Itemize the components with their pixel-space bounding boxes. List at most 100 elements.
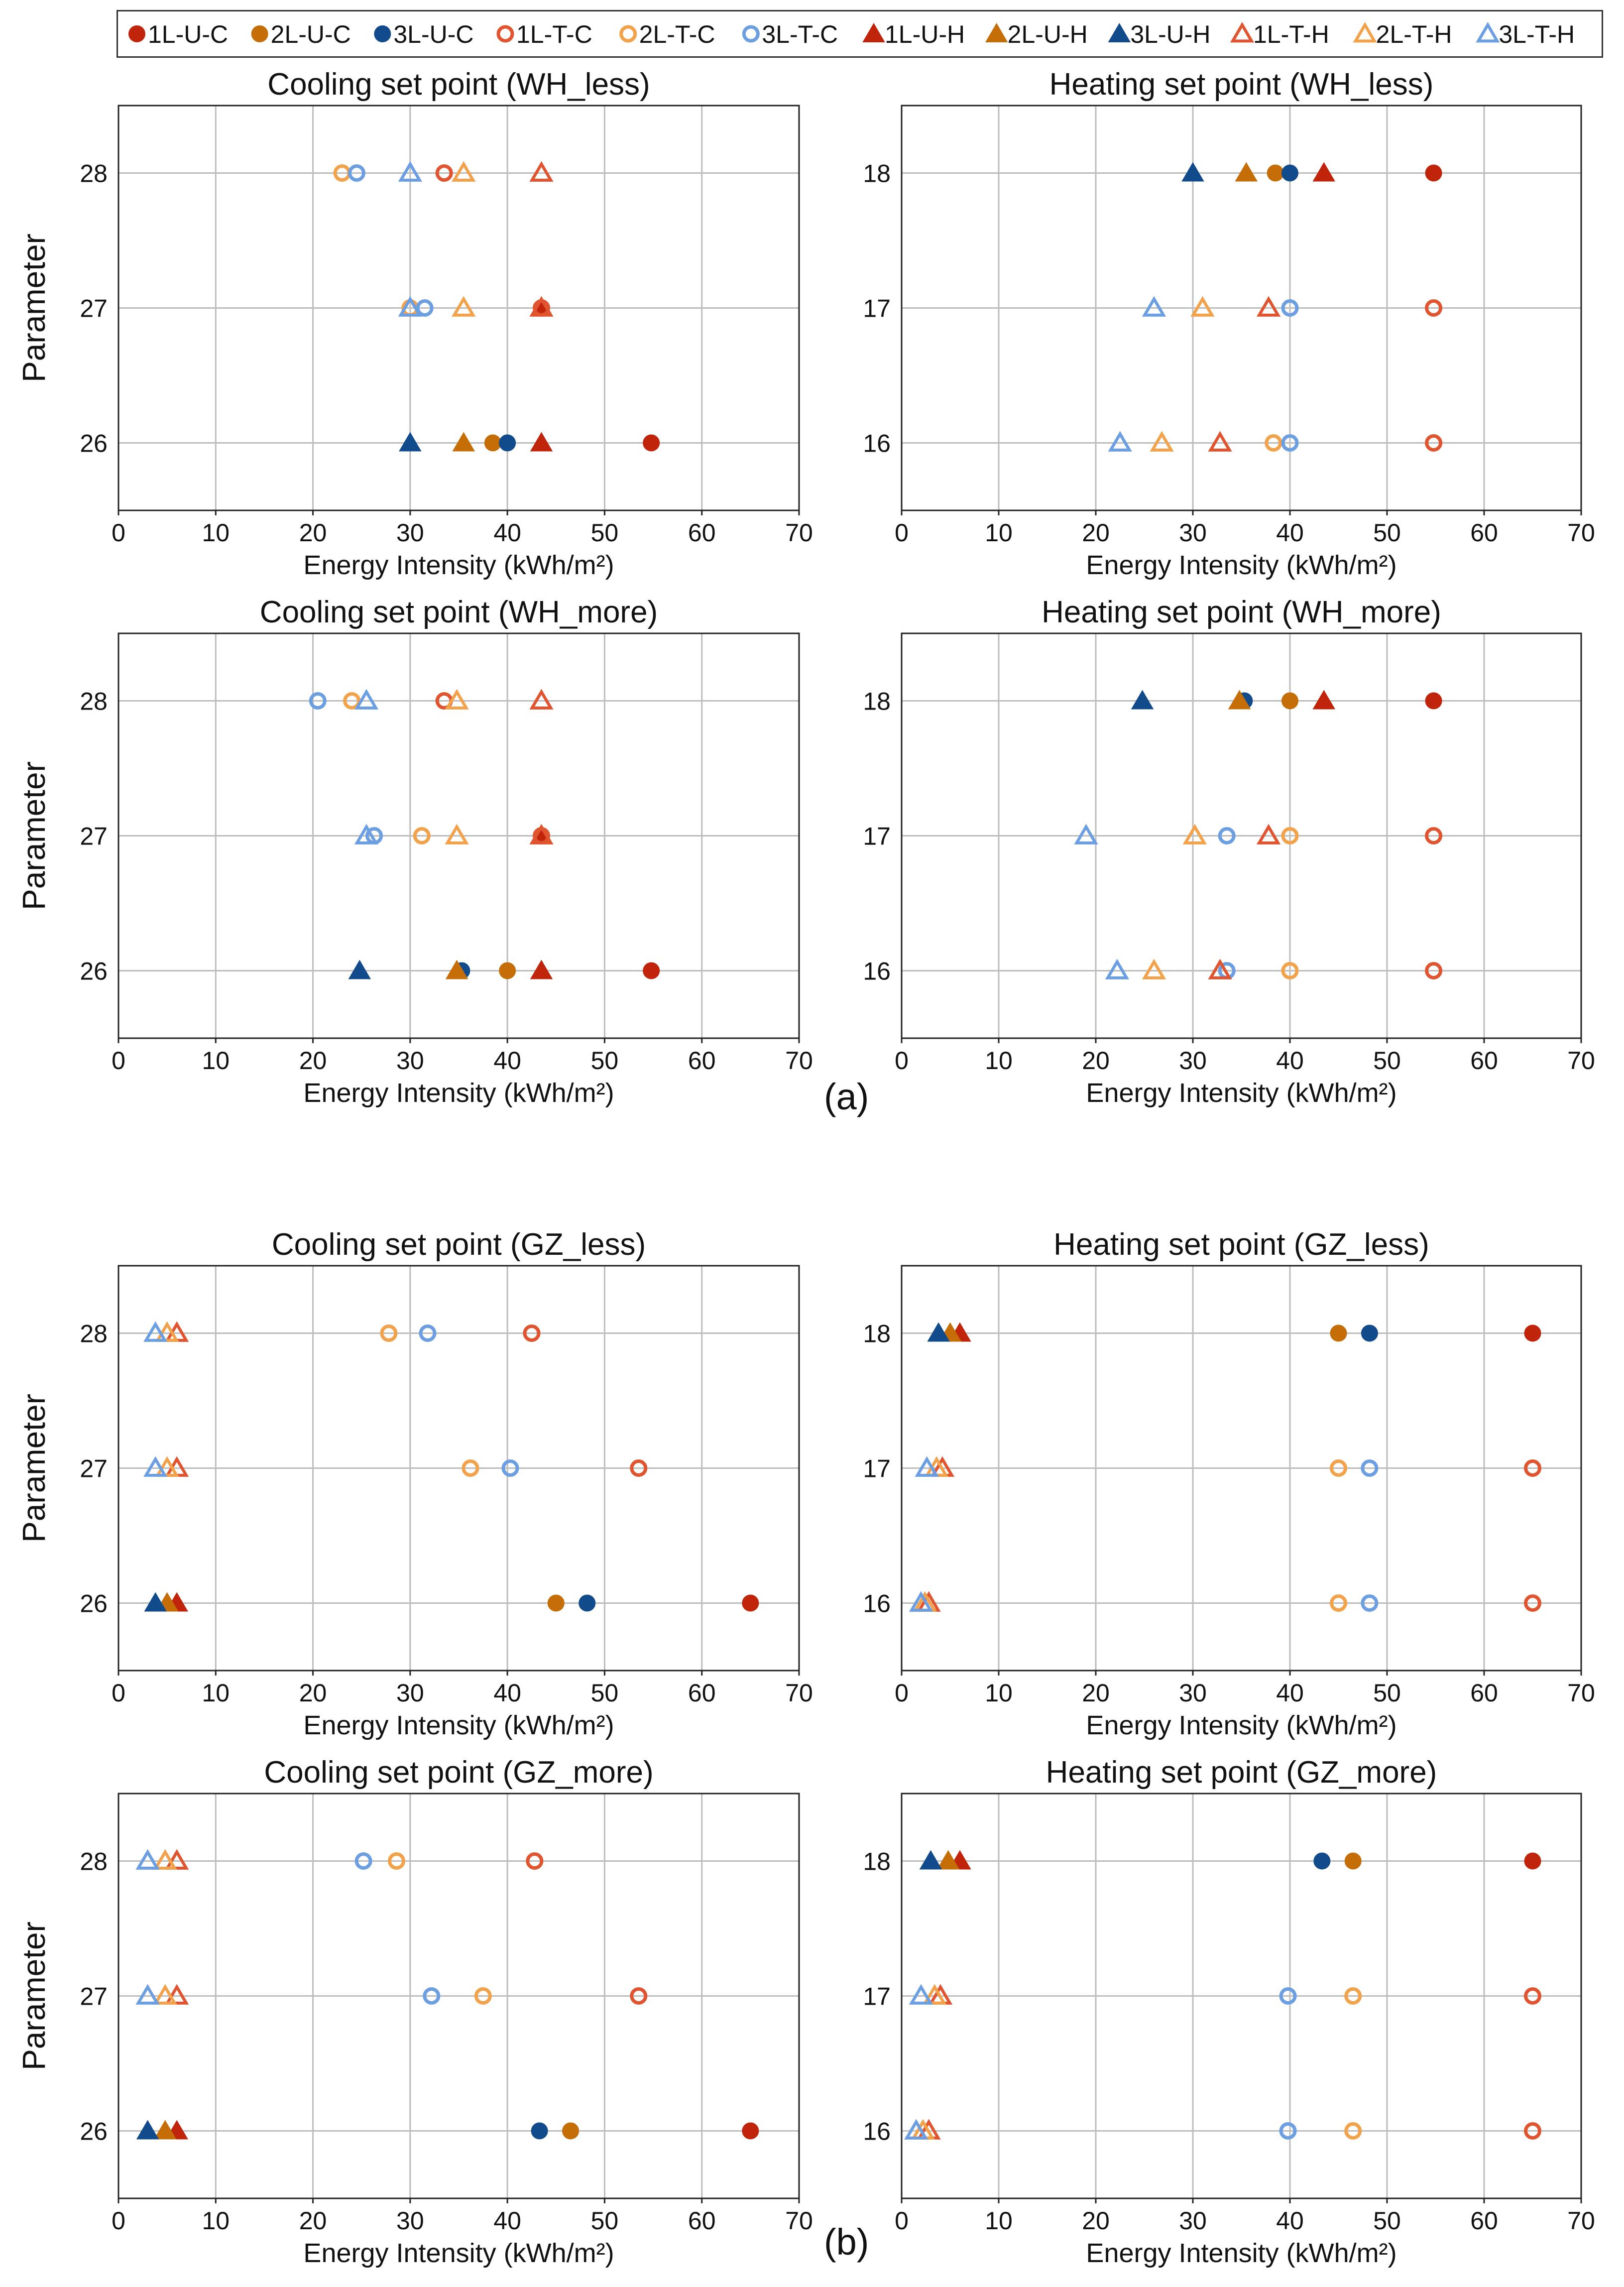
x-tick-label: 0 xyxy=(112,519,125,547)
x-tick-label: 40 xyxy=(1276,1679,1304,1707)
point-1L-U-C xyxy=(742,1594,759,1612)
x-tick-label: 10 xyxy=(202,1679,230,1707)
point-3L-T-H xyxy=(909,1984,933,2005)
chart-title: Heating set point (WH_less) xyxy=(1049,67,1434,102)
point-3L-U-H xyxy=(919,1850,942,1870)
legend-marker-2L-U-C xyxy=(251,25,268,42)
legend-marker-3L-T-C xyxy=(742,25,760,43)
point-3L-U-C xyxy=(579,1594,596,1612)
point-1L-T-H xyxy=(1256,824,1281,844)
x-tick-label: 0 xyxy=(112,1679,125,1707)
point-1L-U-C xyxy=(1425,164,1442,182)
point-2L-T-H xyxy=(923,1984,947,2005)
point-2L-T-H xyxy=(445,689,469,710)
point-1L-T-H xyxy=(1208,431,1232,452)
y-tick-label: 28 xyxy=(80,688,108,716)
point-3L-T-H xyxy=(1105,959,1130,979)
point-2L-U-H xyxy=(445,960,468,979)
y-tick-label: 26 xyxy=(80,2118,108,2146)
point-3L-U-H xyxy=(144,1592,167,1612)
plot-frame xyxy=(901,1793,1582,2199)
chart-title: Cooling set point (GZ_more) xyxy=(264,1755,653,1790)
point-1L-T-C xyxy=(630,1987,648,2005)
point-1L-U-C xyxy=(643,434,660,452)
x-tick-label: 30 xyxy=(396,1047,424,1075)
y-tick-label: 17 xyxy=(863,823,891,850)
x-tick-label: 10 xyxy=(985,2207,1013,2235)
point-2L-U-C xyxy=(484,434,501,452)
point-1L-T-H xyxy=(529,689,554,710)
x-tick-label: 70 xyxy=(1567,1047,1595,1075)
x-tick-label: 70 xyxy=(1567,519,1595,547)
legend-label-2L-U-H: 2L-U-H xyxy=(1008,20,1088,48)
point-2L-U-H xyxy=(1228,690,1251,710)
x-tick-label: 40 xyxy=(493,1679,521,1707)
x-tick-label: 0 xyxy=(112,2207,125,2235)
point-3L-T-H xyxy=(915,1456,939,1477)
point-2L-U-H xyxy=(153,2120,177,2140)
point-1L-T-C xyxy=(1425,434,1443,452)
point-1L-T-C xyxy=(1524,1987,1541,2005)
point-1L-T-H xyxy=(529,296,554,317)
x-axis-label: Energy Intensity (kWh/m²) xyxy=(303,2238,614,2268)
point-1L-T-C xyxy=(1524,2122,1541,2140)
point-3L-T-H xyxy=(354,689,379,710)
point-2L-T-C xyxy=(1265,434,1282,452)
legend-label-3L-T-H: 3L-T-H xyxy=(1499,20,1575,48)
chart-cooling-gz-less: 0 10 20 30 40 50 60 70 26 27 28 Cooling set point (… xyxy=(0,1220,813,1748)
point-1L-T-H xyxy=(165,1849,189,1870)
x-tick-label: 40 xyxy=(493,519,521,547)
x-tick-label: 0 xyxy=(112,1047,125,1075)
x-tick-label: 40 xyxy=(1276,1047,1304,1075)
chart-title: Cooling set point (WH_less) xyxy=(267,67,650,102)
point-3L-U-C xyxy=(1361,1324,1378,1342)
x-axis-label: Energy Intensity (kWh/m²) xyxy=(1086,550,1396,580)
point-1L-T-C xyxy=(1524,1459,1541,1477)
y-axis-label: Parameter xyxy=(16,1394,52,1543)
plot-frame xyxy=(901,632,1582,1039)
point-1L-T-C xyxy=(1425,827,1443,844)
figure-label-b: (b) xyxy=(824,2221,869,2263)
x-tick-label: 60 xyxy=(1470,519,1498,547)
point-3L-T-H xyxy=(1108,431,1132,452)
x-tick-label: 20 xyxy=(1082,519,1110,547)
point-2L-T-C xyxy=(1330,1594,1347,1612)
x-tick-label: 30 xyxy=(396,2207,424,2235)
chart-title: Heating set point (GZ_more) xyxy=(1046,1755,1437,1790)
x-tick-label: 30 xyxy=(1179,2207,1207,2235)
x-axis-label: Energy Intensity (kWh/m²) xyxy=(1086,1710,1396,1740)
chart-title: Cooling set point (WH_more) xyxy=(260,595,658,629)
point-1L-U-C xyxy=(643,962,660,979)
point-1L-T-C xyxy=(630,1459,648,1477)
point-1L-U-H xyxy=(530,960,553,979)
y-axis-label: Parameter xyxy=(16,234,52,382)
y-tick-label: 26 xyxy=(80,430,108,458)
x-tick-label: 60 xyxy=(688,519,716,547)
x-tick-label: 40 xyxy=(493,2207,521,2235)
point-3L-T-C xyxy=(1281,299,1299,317)
point-3L-U-H xyxy=(1131,690,1154,710)
point-3L-T-C xyxy=(1279,2122,1297,2140)
legend-label-2L-T-C: 2L-T-C xyxy=(639,20,715,48)
x-tick-label: 70 xyxy=(785,1679,813,1707)
x-tick-label: 0 xyxy=(895,519,909,547)
point-3L-T-C xyxy=(423,1987,441,2005)
x-tick-label: 10 xyxy=(202,2207,230,2235)
point-2L-U-H xyxy=(1235,162,1258,182)
x-tick-label: 50 xyxy=(1373,1679,1401,1707)
point-1L-T-C xyxy=(435,164,453,182)
x-tick-label: 40 xyxy=(1276,519,1304,547)
legend-label-3L-T-C: 3L-T-C xyxy=(762,20,838,48)
x-tick-label: 30 xyxy=(1179,1047,1207,1075)
point-1L-T-H xyxy=(529,161,554,182)
x-axis-label: Energy Intensity (kWh/m²) xyxy=(1086,1078,1396,1108)
point-2L-U-C xyxy=(1330,1324,1347,1342)
legend-marker-3L-U-H xyxy=(1108,23,1131,42)
legend-marker-3L-U-C xyxy=(374,25,391,42)
x-tick-label: 10 xyxy=(202,519,230,547)
y-tick-label: 28 xyxy=(80,160,108,188)
y-tick-label: 27 xyxy=(80,823,108,850)
point-2L-T-H xyxy=(452,161,476,182)
point-1L-T-C xyxy=(1425,962,1443,979)
point-3L-T-H xyxy=(143,1321,168,1342)
